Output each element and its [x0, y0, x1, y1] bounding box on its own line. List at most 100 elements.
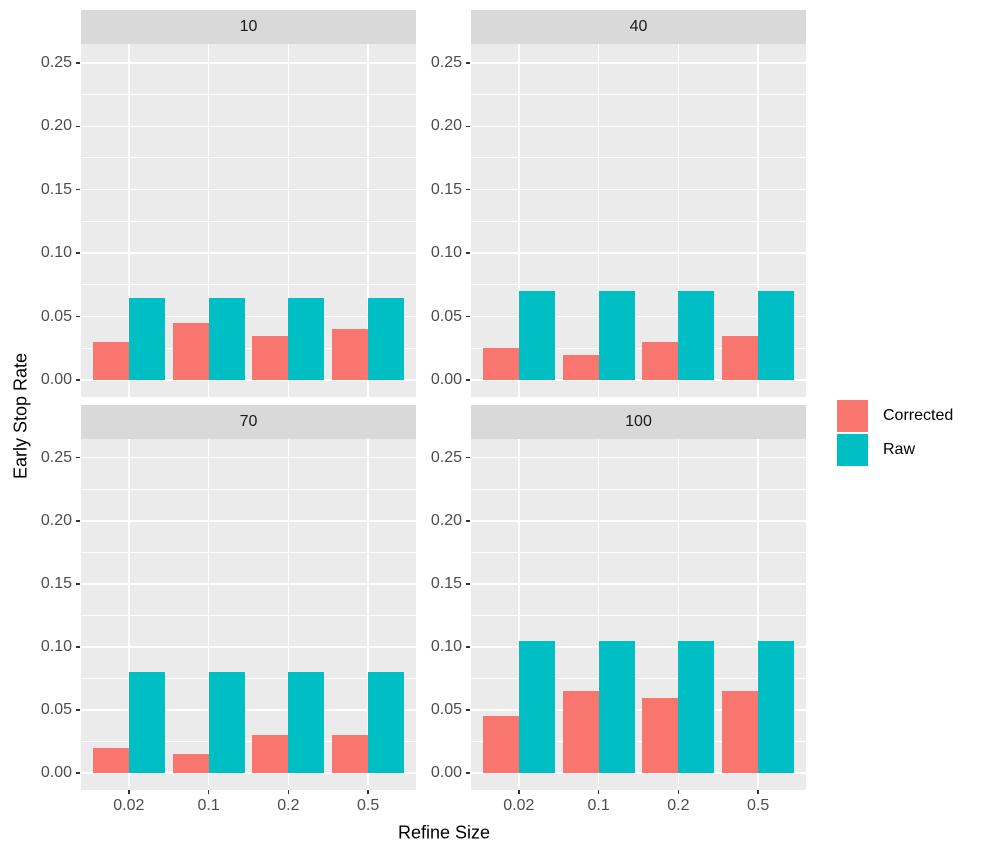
- gridline-minor-h: [471, 551, 806, 553]
- gridline-major-h: [471, 772, 806, 774]
- y-tick-label: 0.20: [40, 511, 72, 529]
- bar-raw-0.5: [758, 640, 795, 774]
- gridline-major-v: [207, 44, 210, 397]
- bar-raw-0.02: [128, 672, 165, 774]
- x-tick-label: 0.02: [503, 797, 535, 814]
- y-tick-label: 0.05: [40, 701, 72, 719]
- y-tick-label: 0.05: [430, 307, 462, 325]
- bar-raw-0.1: [208, 297, 245, 381]
- bar-corrected-0.1: [172, 754, 209, 774]
- gridline-minor-h: [81, 347, 416, 349]
- gridline-minor-h: [81, 157, 416, 159]
- y-tick-mark: [466, 315, 470, 318]
- y-tick-label: 0.10: [40, 244, 72, 262]
- gridline-minor-h: [471, 347, 806, 349]
- y-tick-mark: [76, 125, 80, 127]
- y-tick-label: 0.15: [40, 574, 72, 592]
- bar-raw-0.2: [288, 672, 325, 774]
- y-tick-label: 0.05: [40, 307, 72, 325]
- y-tick-mark: [466, 709, 470, 711]
- gridline-major-h: [81, 583, 416, 585]
- gridline-major-h: [471, 520, 806, 522]
- gridline-minor-h: [81, 678, 416, 680]
- bar-corrected-0.02: [92, 342, 129, 381]
- legend: Corrected Raw: [837, 400, 953, 466]
- gridline-major-h: [471, 709, 806, 711]
- facet-panel-10: [81, 44, 416, 397]
- gridline-major-v: [207, 439, 210, 790]
- bar-corrected-0.5: [722, 335, 759, 381]
- y-tick-label: 0.05: [430, 701, 462, 719]
- x-tick-label: 0.02: [113, 797, 145, 814]
- y-tick-label: 0.15: [430, 574, 462, 592]
- y-tick-mark: [466, 252, 470, 254]
- bar-corrected-0.5: [332, 329, 369, 381]
- gridline-major-h: [81, 456, 416, 459]
- gridline-minor-h: [81, 741, 416, 743]
- bar-raw-0.2: [288, 297, 325, 381]
- gridline-major-v: [757, 439, 759, 790]
- facet-panel-70: [81, 439, 416, 790]
- x-tick-label: 0.5: [747, 797, 770, 814]
- gridline-minor-h: [471, 220, 806, 222]
- bar-corrected-0.2: [642, 342, 679, 381]
- gridline-major-v: [518, 439, 520, 790]
- gridline-major-h: [471, 379, 806, 381]
- x-tick-mark: [518, 790, 520, 794]
- gridline-minor-h: [81, 284, 416, 286]
- y-tick-label: 0.00: [430, 371, 462, 389]
- bar-corrected-0.5: [722, 691, 759, 774]
- gridline-minor-h: [471, 284, 806, 286]
- gridline-major-h: [471, 252, 806, 254]
- facet-panel-100: [471, 439, 806, 790]
- gridline-major-h: [471, 456, 806, 459]
- y-tick-label: 0.15: [430, 180, 462, 198]
- gridline-major-h: [471, 188, 806, 191]
- bar-raw-0.1: [598, 291, 635, 381]
- legend-swatch-raw: [837, 434, 868, 466]
- bar-raw-0.2: [678, 640, 715, 774]
- gridline-major-h: [471, 315, 806, 318]
- gridline-major-v: [287, 44, 290, 397]
- x-tick-mark: [757, 790, 759, 794]
- gridline-minor-h: [81, 551, 416, 553]
- gridline-major-h: [81, 62, 416, 64]
- bar-raw-0.2: [678, 291, 715, 381]
- gridline-major-h: [81, 646, 416, 648]
- y-tick-mark: [76, 456, 80, 459]
- legend-label: Corrected: [883, 407, 954, 424]
- x-tick-label: 0.2: [277, 797, 300, 814]
- bar-raw-0.02: [518, 640, 555, 774]
- gridline-minor-h: [471, 614, 806, 616]
- y-tick-label: 0.25: [430, 448, 462, 466]
- gridline-major-v: [367, 439, 369, 790]
- bar-raw-0.02: [128, 297, 165, 381]
- bar-corrected-0.1: [562, 354, 599, 381]
- y-tick-mark: [466, 520, 470, 522]
- bar-corrected-0.1: [562, 691, 599, 774]
- bar-raw-0.1: [208, 672, 245, 774]
- y-tick-mark: [76, 62, 80, 64]
- y-tick-mark: [466, 583, 470, 585]
- bar-corrected-0.02: [92, 747, 129, 774]
- gridline-major-h: [81, 315, 416, 318]
- y-tick-mark: [76, 379, 80, 381]
- legend-item-raw: Raw: [837, 434, 953, 466]
- gridline-major-h: [81, 125, 416, 127]
- gridline-major-v: [367, 44, 369, 397]
- y-tick-label: 0.20: [430, 511, 462, 529]
- x-tick-label: 0.2: [667, 797, 690, 814]
- gridline-major-h: [81, 772, 416, 774]
- gridline-major-h: [471, 62, 806, 64]
- y-tick-label: 0.00: [40, 764, 72, 782]
- gridline-minor-h: [81, 614, 416, 616]
- y-tick-label: 0.00: [40, 371, 72, 389]
- y-tick-label: 0.15: [40, 180, 72, 198]
- y-tick-mark: [466, 646, 470, 648]
- x-tick-mark: [367, 790, 369, 794]
- gridline-major-v: [128, 44, 130, 397]
- facet-strip-40: 40: [471, 10, 806, 44]
- bar-raw-0.5: [368, 672, 405, 774]
- bar-raw-0.02: [518, 291, 555, 381]
